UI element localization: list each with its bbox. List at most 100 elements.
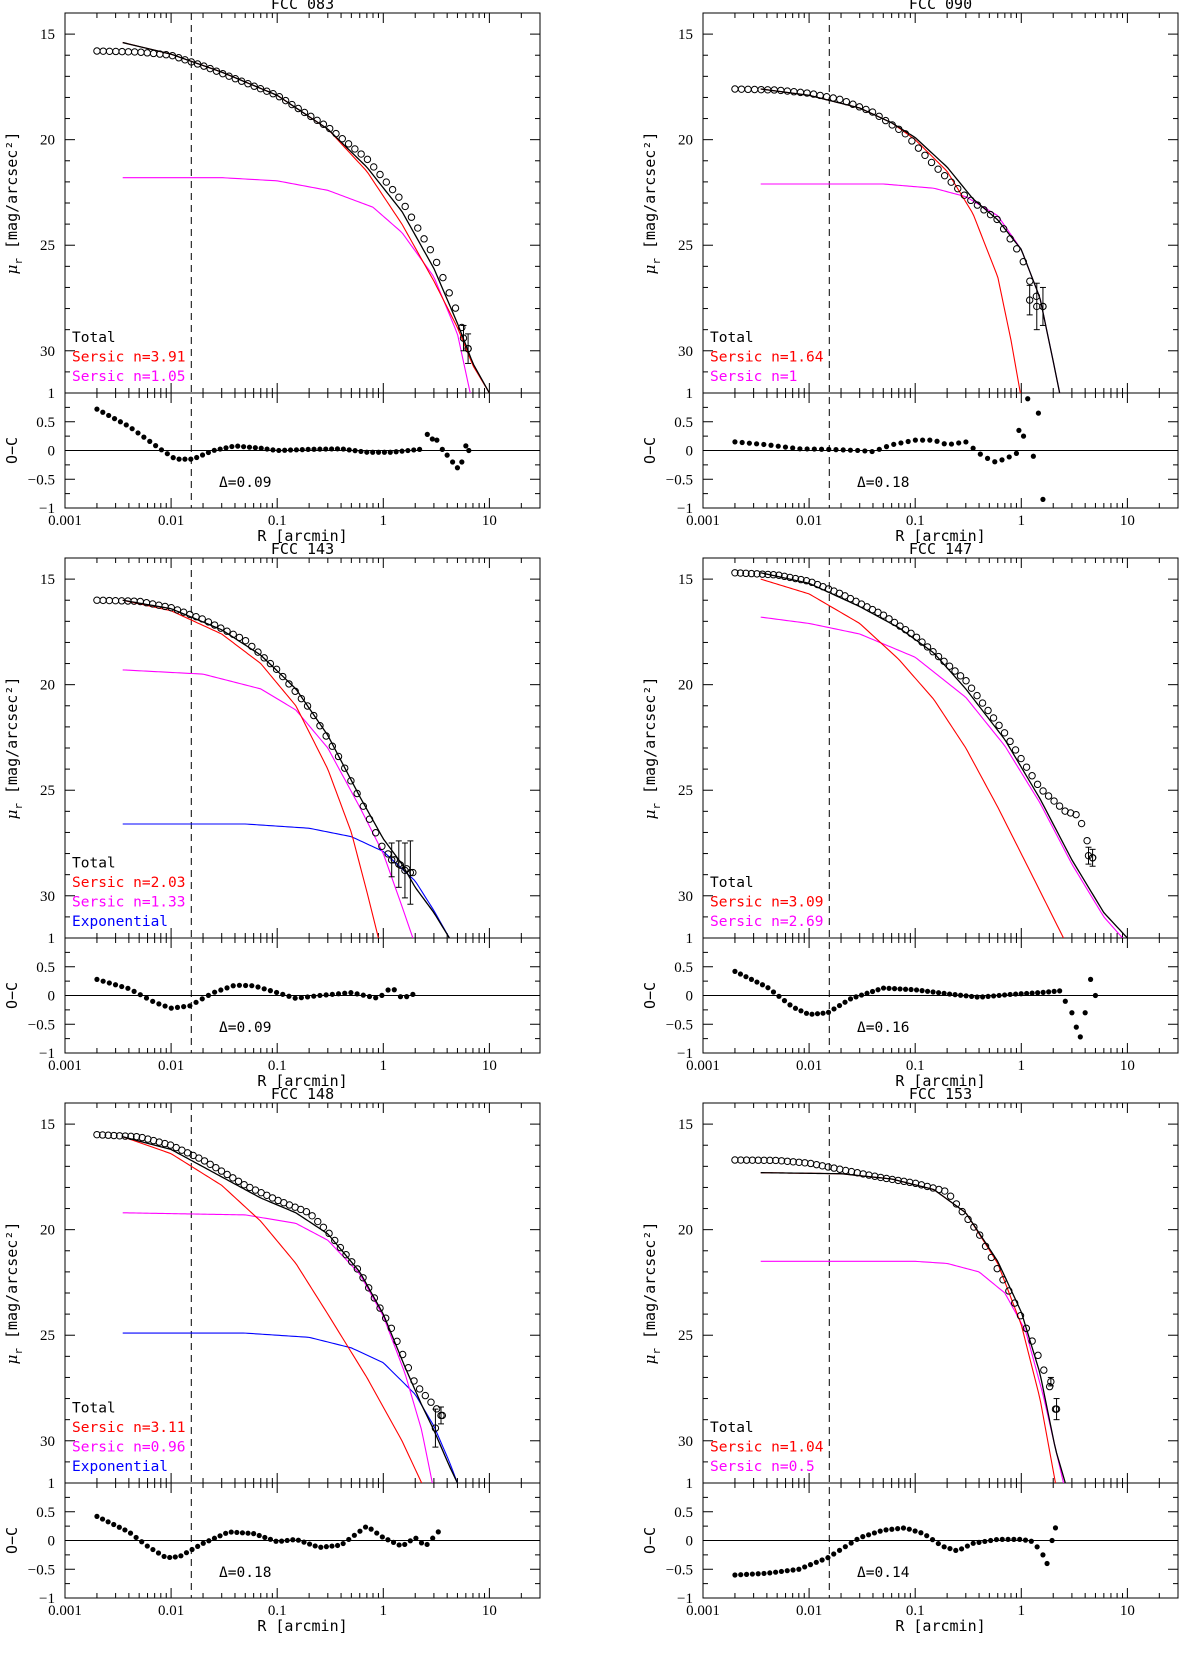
- data-point: [801, 1159, 809, 1167]
- data-point: [149, 49, 158, 58]
- data-point: [388, 185, 397, 194]
- residual-point: [246, 444, 253, 450]
- residual-y-tick-label: 1: [686, 931, 694, 947]
- data-point: [960, 191, 968, 199]
- residual-point: [969, 993, 975, 1000]
- residual-y-tick-label: −1: [39, 501, 55, 517]
- data-point: [918, 638, 926, 646]
- residual-point: [295, 1537, 301, 1543]
- data-point: [1039, 787, 1047, 795]
- residual-point: [988, 1537, 994, 1544]
- data-point: [1039, 302, 1047, 311]
- data-point: [912, 633, 921, 641]
- residual-y-tick-label: 0: [686, 444, 694, 460]
- residual-point: [251, 1531, 257, 1537]
- residual-point: [299, 447, 305, 453]
- residual-point: [1044, 1560, 1050, 1567]
- legend: Total Sersic n=3.09 Sersic n=2.69: [710, 875, 824, 930]
- residual-point: [737, 971, 744, 977]
- residual-point: [358, 448, 364, 455]
- data-point: [263, 87, 271, 95]
- data-point: [908, 137, 916, 145]
- data-point: [927, 158, 936, 167]
- data-point: [981, 1242, 990, 1250]
- data-point: [406, 868, 415, 877]
- y-axis-subscript: r: [12, 803, 25, 810]
- residual-y-tick-label: 0: [686, 989, 694, 1005]
- residual-point: [924, 988, 931, 994]
- residual-y-tick-label: 0: [48, 1534, 56, 1550]
- data-point: [1072, 810, 1080, 819]
- x-tick-label: 0.1: [268, 1603, 287, 1619]
- residual-point: [158, 447, 165, 453]
- data-point: [1083, 836, 1091, 845]
- residual-point: [396, 1542, 402, 1548]
- y-axis-label: μr [mag/arcsec²]: [641, 1222, 663, 1365]
- data-point: [989, 714, 998, 722]
- data-point: [344, 140, 353, 148]
- residual-point: [778, 1568, 785, 1575]
- residual-y-tick-label: 1: [48, 1476, 56, 1492]
- data-point: [1022, 763, 1031, 771]
- legend-entry-total: Total: [72, 330, 116, 346]
- residual-point: [871, 1530, 878, 1536]
- residual-point: [94, 1513, 100, 1519]
- residual-point: [847, 447, 854, 453]
- residual-point: [1040, 1552, 1046, 1558]
- data-point: [302, 1208, 311, 1216]
- residual-point: [952, 992, 958, 998]
- data-point: [748, 1156, 757, 1164]
- residual-point: [385, 987, 391, 993]
- residual-point: [880, 985, 887, 991]
- residual-y-tick-label: 0.5: [674, 415, 693, 431]
- residual-point: [172, 1554, 178, 1560]
- data-point: [978, 699, 987, 707]
- residual-point: [809, 1011, 815, 1017]
- residual-point: [304, 994, 311, 1000]
- curve-exponential: [122, 823, 450, 938]
- data-point: [359, 802, 367, 810]
- y-axis-subscript: r: [12, 1348, 25, 1355]
- x-tick-label: 0.1: [906, 513, 925, 529]
- residual-point: [279, 1538, 285, 1544]
- data-point: [204, 618, 213, 626]
- data-point: [155, 601, 163, 609]
- residual-point: [891, 986, 898, 992]
- y-tick-label: 20: [40, 678, 55, 694]
- residual-point: [270, 447, 276, 453]
- residual-point: [282, 447, 288, 453]
- residual-point: [883, 444, 890, 450]
- data-point: [464, 344, 472, 353]
- data-point: [427, 1398, 435, 1406]
- residual-point: [144, 1543, 150, 1549]
- data-point: [322, 732, 330, 740]
- residual-point: [847, 996, 854, 1002]
- data-point: [99, 47, 107, 55]
- data-point: [764, 570, 772, 579]
- y-tick-label: 20: [40, 133, 55, 149]
- x-tick-label: 0.001: [48, 1603, 82, 1619]
- x-axis-label: R [arcmin]: [257, 1072, 347, 1090]
- x-tick-label: 0.001: [48, 1058, 82, 1074]
- residual-point: [790, 1567, 796, 1573]
- y-tick-label: 30: [40, 1434, 55, 1450]
- residual-point: [280, 991, 286, 997]
- residual-y-tick-label: 0.5: [674, 1505, 693, 1521]
- data-point: [984, 706, 992, 715]
- residual-point: [100, 978, 106, 984]
- y-axis-symbol: μ: [3, 810, 21, 820]
- data-point: [110, 1131, 118, 1140]
- data-point: [294, 104, 302, 113]
- residual-point: [187, 1003, 193, 1009]
- residual-point: [258, 445, 264, 451]
- data-point: [1016, 1312, 1025, 1320]
- residual-point: [276, 447, 282, 454]
- data-point: [970, 1223, 978, 1231]
- data-point: [775, 571, 783, 579]
- curve-sersic1: [760, 578, 1064, 938]
- data-point: [766, 1156, 774, 1165]
- residual-point: [855, 447, 861, 454]
- data-point: [351, 145, 359, 153]
